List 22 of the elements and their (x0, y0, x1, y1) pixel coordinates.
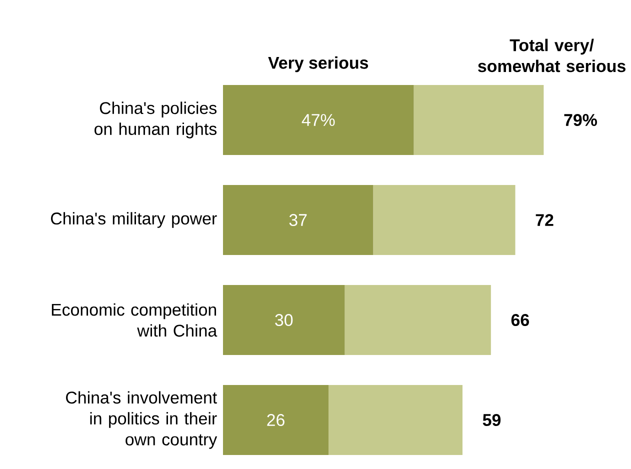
bar (414, 85, 544, 156)
total-label: 79% (564, 114, 597, 126)
annotation: Total very/ somewhat serious (478, 38, 626, 72)
bar (223, 285, 345, 356)
y-tick-label: China's policies on human rights (94, 102, 217, 138)
bar (223, 185, 374, 256)
y-tick-label: Economic competition with China (52, 303, 218, 337)
series-label: Very serious (268, 56, 368, 72)
y-tick-label: China's involvement in politics in their own country (66, 391, 218, 449)
data-label: 26 (267, 414, 284, 426)
bar (223, 385, 329, 456)
data-label: 37 (289, 214, 307, 226)
bar (344, 285, 491, 356)
total-label: 59 (482, 414, 501, 426)
data-label: 30 (275, 314, 293, 326)
bar (373, 185, 516, 256)
total-label: 66 (511, 314, 529, 326)
bar (328, 385, 463, 456)
bar (223, 85, 414, 156)
data-label: 47% (302, 114, 335, 126)
total-label: 72 (536, 214, 554, 226)
y-tick-label: China's military power (51, 212, 217, 228)
